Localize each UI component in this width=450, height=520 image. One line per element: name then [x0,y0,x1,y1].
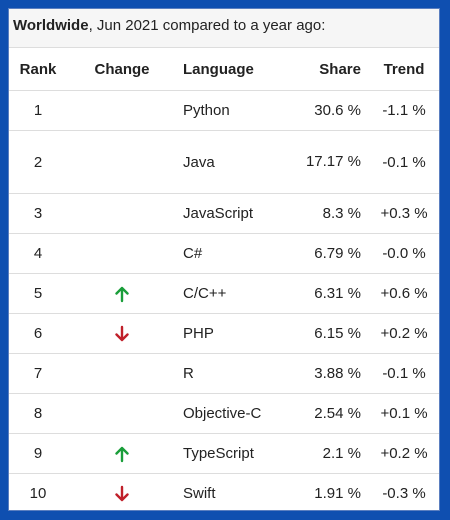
header-trend: Trend [369,48,439,91]
trend-cell: +0.2 % [369,433,439,474]
header-share: Share [301,48,369,91]
trend-cell: +0.1 % [369,393,439,434]
change-cell [67,273,177,314]
language-cell: C/C++ [177,273,301,314]
table-row: 3 JavaScript 8.3 % +0.3 % [9,193,439,234]
caption-region: Worldwide [13,17,89,34]
rank-cell: 4 [9,233,67,274]
change-cell [67,393,177,434]
trend-cell: -1.1 % [369,90,439,131]
header-language: Language [177,48,301,91]
language-ranking-table: Rank Change Language Share Trend 1 Python… [9,48,439,510]
header-change: Change [67,48,177,91]
table-row: 8 Objective-C 2.54 % +0.1 % [9,393,439,434]
share-cell: 2.1 % [301,433,369,474]
header-rank: Rank [9,48,67,91]
arrow-down-icon [115,325,129,341]
rank-cell: 1 [9,90,67,131]
share-cell: 8.3 % [301,193,369,234]
rank-cell: 9 [9,433,67,474]
language-cell: Python [177,90,301,131]
share-cell: 1.91 % [301,473,369,510]
rank-cell: 2 [9,130,67,194]
table-row: 2 Java 17.17 % -0.1 % [9,130,439,194]
language-cell: TypeScript [177,433,301,474]
table-row: 7 R 3.88 % -0.1 % [9,353,439,394]
trend-cell: -0.1 % [369,130,439,194]
language-cell: C# [177,233,301,274]
change-cell [67,90,177,131]
language-cell: Java [177,130,301,194]
share-cell: 6.15 % [301,313,369,354]
share-cell: 3.88 % [301,353,369,394]
table-row: 1 Python 30.6 % -1.1 % [9,90,439,131]
ranking-panel: Worldwide, Jun 2021 compared to a year a… [8,8,440,511]
share-cell: 6.79 % [301,233,369,274]
rank-cell: 7 [9,353,67,394]
rank-cell: 3 [9,193,67,234]
rank-cell: 6 [9,313,67,354]
arrow-down-icon [115,485,129,501]
language-cell: Objective-C [177,393,301,434]
language-cell: Swift [177,473,301,510]
table-row: 9 TypeScript 2.1 % +0.2 % [9,433,439,474]
trend-cell: -0.0 % [369,233,439,274]
trend-cell: +0.3 % [369,193,439,234]
share-cell: 6.31 % [301,273,369,314]
language-cell: JavaScript [177,193,301,234]
rank-cell: 8 [9,393,67,434]
change-cell [67,193,177,234]
arrow-up-icon [115,446,129,462]
change-cell [67,353,177,394]
trend-cell: -0.3 % [369,473,439,510]
table-row: 10 Swift 1.91 % -0.3 % [9,473,439,510]
trend-cell: -0.1 % [369,353,439,394]
table-row: 6 PHP 6.15 % +0.2 % [9,313,439,354]
language-cell: PHP [177,313,301,354]
arrow-up-icon [115,286,129,302]
rank-cell: 10 [9,473,67,510]
header-row: Rank Change Language Share Trend [9,48,439,91]
change-cell [67,233,177,274]
caption-text: , Jun 2021 compared to a year ago: [88,17,326,34]
language-cell: R [177,353,301,394]
share-cell: 17.17 % [301,130,369,194]
table-caption: Worldwide, Jun 2021 compared to a year a… [9,9,439,48]
change-cell [67,313,177,354]
change-cell [67,433,177,474]
trend-cell: +0.6 % [369,273,439,314]
share-cell: 30.6 % [301,90,369,131]
trend-cell: +0.2 % [369,313,439,354]
rank-cell: 5 [9,273,67,314]
share-cell: 2.54 % [301,393,369,434]
change-cell [67,473,177,510]
table-row: 4 C# 6.79 % -0.0 % [9,233,439,274]
table-row: 5 C/C++ 6.31 % +0.6 % [9,273,439,314]
change-cell [67,130,177,194]
